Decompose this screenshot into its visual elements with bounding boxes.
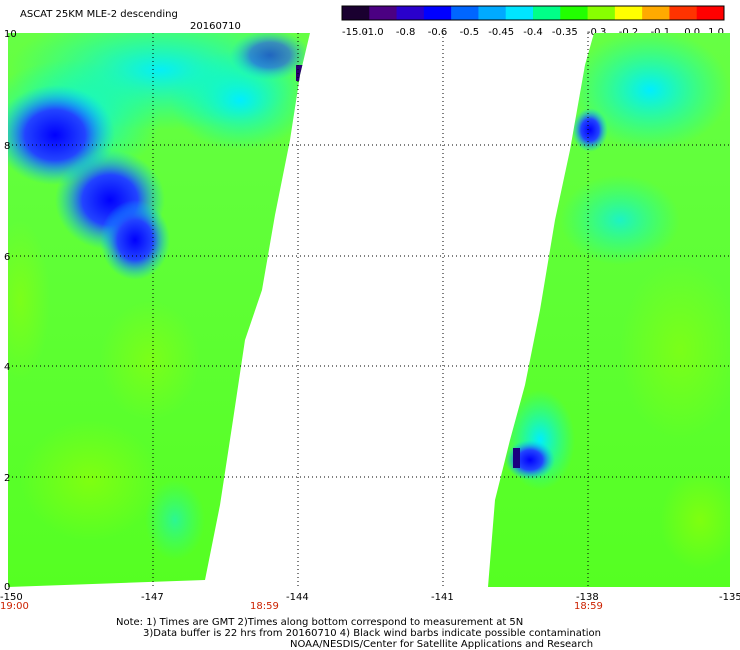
colorbar-label: -0.1 <box>651 27 671 38</box>
colorbar-swatch <box>533 6 561 20</box>
y-tick-8: 8 <box>4 141 10 152</box>
x-tick-141: -141 <box>431 592 454 603</box>
colorbar-swatch <box>369 6 398 20</box>
colorbar-swatch <box>642 6 670 20</box>
colorbar-swatch <box>696 6 725 20</box>
colorbar-swatch <box>423 6 452 20</box>
grid-lines <box>8 33 730 587</box>
y-tick-4: 4 <box>4 362 10 373</box>
y-tick-10: 10 <box>4 29 17 40</box>
colorbar-swatch <box>560 6 589 20</box>
colorbar-label: -15.0 <box>342 27 368 38</box>
colorbar-swatch <box>396 6 425 20</box>
time-left-end: 18:59 <box>250 601 279 612</box>
y-tick-6: 6 <box>4 252 10 263</box>
time-left-start: 19:00 <box>0 601 29 612</box>
note-line-1: Note: 1) Times are GMT 2)Times along bot… <box>116 617 523 628</box>
colorbar-label: -0.8 <box>396 27 416 38</box>
left-swath <box>8 33 310 587</box>
x-tick-135: -135 <box>719 592 740 603</box>
map-date: 20160710 <box>190 21 241 32</box>
y-tick-2: 2 <box>4 473 10 484</box>
colorbar-swatch <box>451 6 479 20</box>
colorbar-swatch <box>342 6 370 20</box>
colorbar-swatch <box>478 6 507 20</box>
colorbar-label: -0.45 <box>488 27 514 38</box>
x-axis-labels: -150 -147 -144 -141 -138 -135 <box>0 592 740 603</box>
y-axis-labels: 0 2 4 6 8 10 <box>4 29 17 593</box>
colorbar-swatch <box>505 6 534 20</box>
colorbar-label: 1.0 <box>708 27 724 38</box>
colorbar-label: -1.0 <box>364 27 384 38</box>
colorbar-label: 0.0 <box>684 27 700 38</box>
colorbar-label: -0.2 <box>619 27 639 38</box>
x-tick-147: -147 <box>141 592 164 603</box>
time-right-end: 18:59 <box>574 601 603 612</box>
colorbar-outline <box>341 5 725 21</box>
colorbar-swatch <box>587 6 616 20</box>
colorbar-swatch <box>614 6 643 20</box>
colorbar-label: -0.6 <box>428 27 448 38</box>
colorbar-label: -0.3 <box>587 27 607 38</box>
right-swath <box>488 33 730 587</box>
colorbar-swatch <box>669 6 698 20</box>
x-tick-138: -138 <box>576 592 599 603</box>
colorbar: -15.0-1.0 -0.8 -0.6 -0.5 -0.45 -0.4 -0.35 -0.3 -… <box>341 5 725 38</box>
colorbar-label: -0.5 <box>460 27 480 38</box>
note-line-3: NOAA/NESDIS/Center for Satellite Applica… <box>290 639 593 650</box>
x-tick-150: -150 <box>0 592 23 603</box>
map-title: ASCAT 25KM MLE-2 descending <box>20 9 178 20</box>
colorbar-label: -0.35 <box>552 27 578 38</box>
x-tick-144: -144 <box>286 592 309 603</box>
colorbar-label: -0.4 <box>523 27 543 38</box>
note-line-2: 3)Data buffer is 22 hrs from 20160710 4)… <box>143 628 601 639</box>
y-tick-0: 0 <box>4 582 10 593</box>
